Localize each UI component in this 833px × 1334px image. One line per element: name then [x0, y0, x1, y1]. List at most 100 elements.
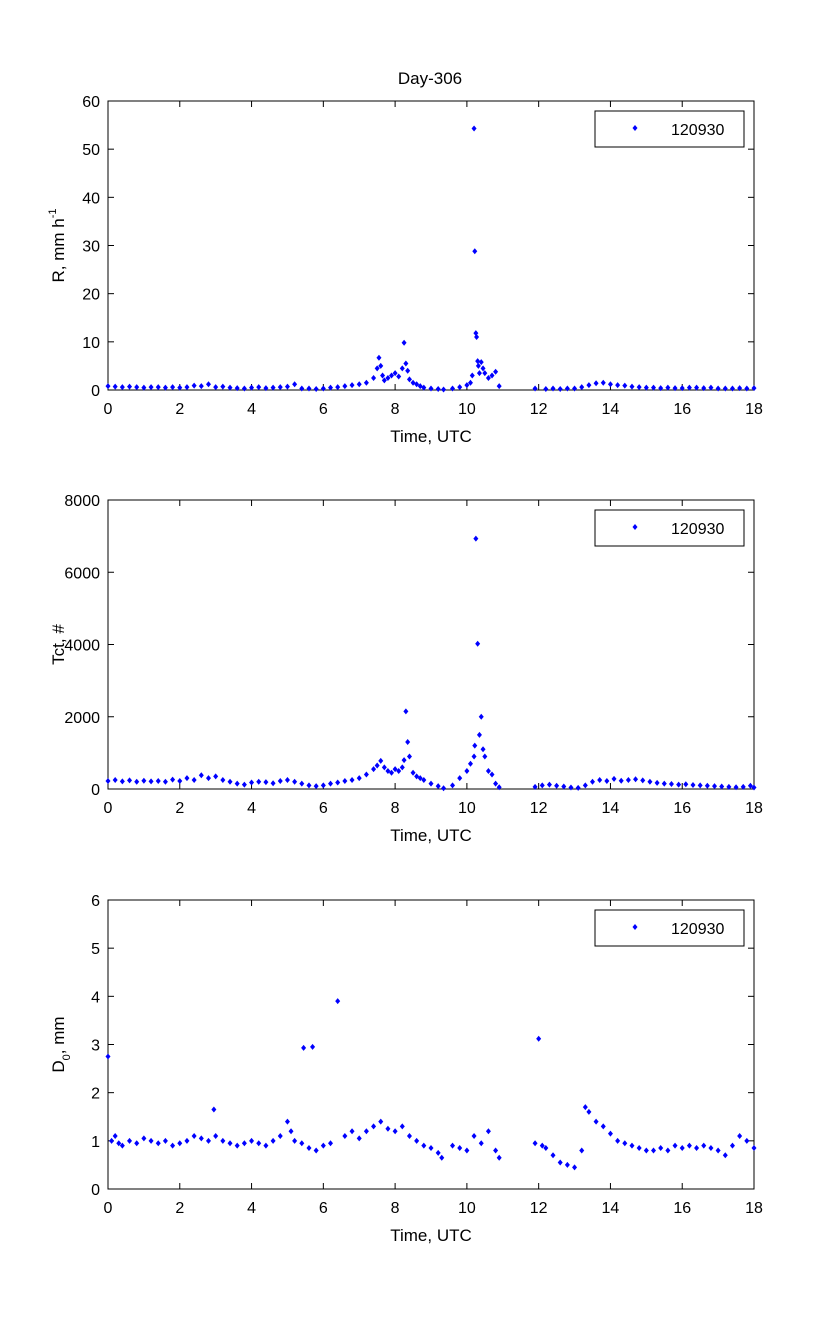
- data-point: [582, 1104, 588, 1111]
- x-axis-label: Time, UTC: [390, 826, 472, 845]
- data-point: [618, 777, 624, 784]
- data-point: [622, 382, 628, 389]
- y-tick-label: 4000: [64, 638, 100, 655]
- data-point: [435, 1149, 441, 1156]
- data-point: [371, 1123, 377, 1130]
- x-tick-label: 10: [458, 800, 476, 817]
- data-point: [292, 381, 298, 388]
- y-tick-label: 8000: [64, 493, 100, 510]
- data-point: [478, 713, 484, 720]
- data-point: [722, 385, 728, 392]
- data-point: [256, 778, 262, 785]
- data-point: [704, 782, 710, 789]
- data-point: [550, 1152, 556, 1159]
- legend-box: [594, 110, 745, 148]
- data-point: [683, 781, 689, 788]
- x-tick-label: 0: [104, 1200, 113, 1217]
- data-point: [385, 1125, 391, 1132]
- data-point: [475, 362, 481, 369]
- y-tick-label: 5: [91, 941, 100, 958]
- data-point: [148, 384, 154, 391]
- data-point: [715, 385, 721, 392]
- data-point: [162, 1137, 168, 1144]
- data-point: [421, 776, 427, 783]
- data-point: [600, 379, 606, 386]
- data-point: [625, 776, 631, 783]
- data-point: [543, 1145, 549, 1152]
- x-tick-label: 18: [745, 1200, 763, 1217]
- data-point: [532, 783, 538, 790]
- data-point: [371, 766, 377, 773]
- data-point: [428, 1145, 434, 1152]
- data-point: [607, 381, 613, 388]
- x-tick-label: 6: [319, 1200, 328, 1217]
- data-point: [220, 776, 226, 783]
- data-point: [457, 775, 463, 782]
- data-point: [363, 379, 369, 386]
- data-point: [740, 783, 746, 790]
- y-axis-label: R, mm h-1: [47, 208, 68, 282]
- data-point: [557, 386, 563, 393]
- data-point: [112, 383, 118, 390]
- data-point: [629, 1142, 635, 1149]
- data-point: [374, 365, 380, 372]
- data-point: [464, 1147, 470, 1154]
- data-point: [493, 368, 499, 375]
- x-tick-label: 4: [247, 401, 256, 418]
- data-point: [356, 381, 362, 388]
- data-point: [482, 753, 488, 760]
- data-point: [380, 372, 386, 379]
- data-point: [676, 781, 682, 788]
- data-point: [747, 782, 753, 789]
- data-point: [381, 377, 387, 384]
- legend-marker: [632, 524, 638, 530]
- data-point: [751, 385, 757, 392]
- figure-title: Day-306: [398, 69, 462, 88]
- data-point: [672, 385, 678, 392]
- data-point: [417, 775, 423, 782]
- data-point: [712, 783, 718, 790]
- y-tick-label: 60: [82, 94, 100, 111]
- data-point: [134, 1140, 140, 1147]
- data-point: [141, 384, 147, 391]
- data-point: [313, 1147, 319, 1154]
- data-point: [489, 771, 495, 778]
- data-point: [410, 769, 416, 776]
- data-point: [471, 125, 477, 132]
- data-point: [313, 783, 319, 790]
- data-point: [342, 778, 348, 785]
- data-point: [213, 1133, 219, 1140]
- data-point: [665, 384, 671, 391]
- data-point: [435, 783, 441, 790]
- data-point: [389, 769, 395, 776]
- data-points: [105, 125, 757, 393]
- data-point: [392, 766, 398, 773]
- legend: 120930: [594, 909, 745, 947]
- data-point: [184, 1137, 190, 1144]
- data-point: [493, 780, 499, 787]
- data-point: [489, 372, 495, 379]
- data-point: [155, 778, 161, 785]
- data-point: [162, 384, 168, 391]
- data-point: [654, 779, 660, 786]
- data-point: [679, 1145, 685, 1152]
- data-point: [658, 1145, 664, 1152]
- data-point: [119, 778, 125, 785]
- data-point: [661, 780, 667, 787]
- data-point: [472, 248, 478, 255]
- data-point: [686, 384, 692, 391]
- x-tick-label: 0: [104, 800, 113, 817]
- data-point: [441, 785, 447, 792]
- data-points: [105, 998, 757, 1171]
- data-point: [320, 782, 326, 789]
- data-point: [112, 1133, 118, 1140]
- data-point: [457, 1145, 463, 1152]
- data-point: [306, 1145, 312, 1152]
- data-point: [633, 776, 639, 783]
- data-point: [249, 1137, 255, 1144]
- data-point: [220, 383, 226, 390]
- data-point: [313, 386, 319, 393]
- data-point: [105, 383, 111, 390]
- data-point: [543, 386, 549, 393]
